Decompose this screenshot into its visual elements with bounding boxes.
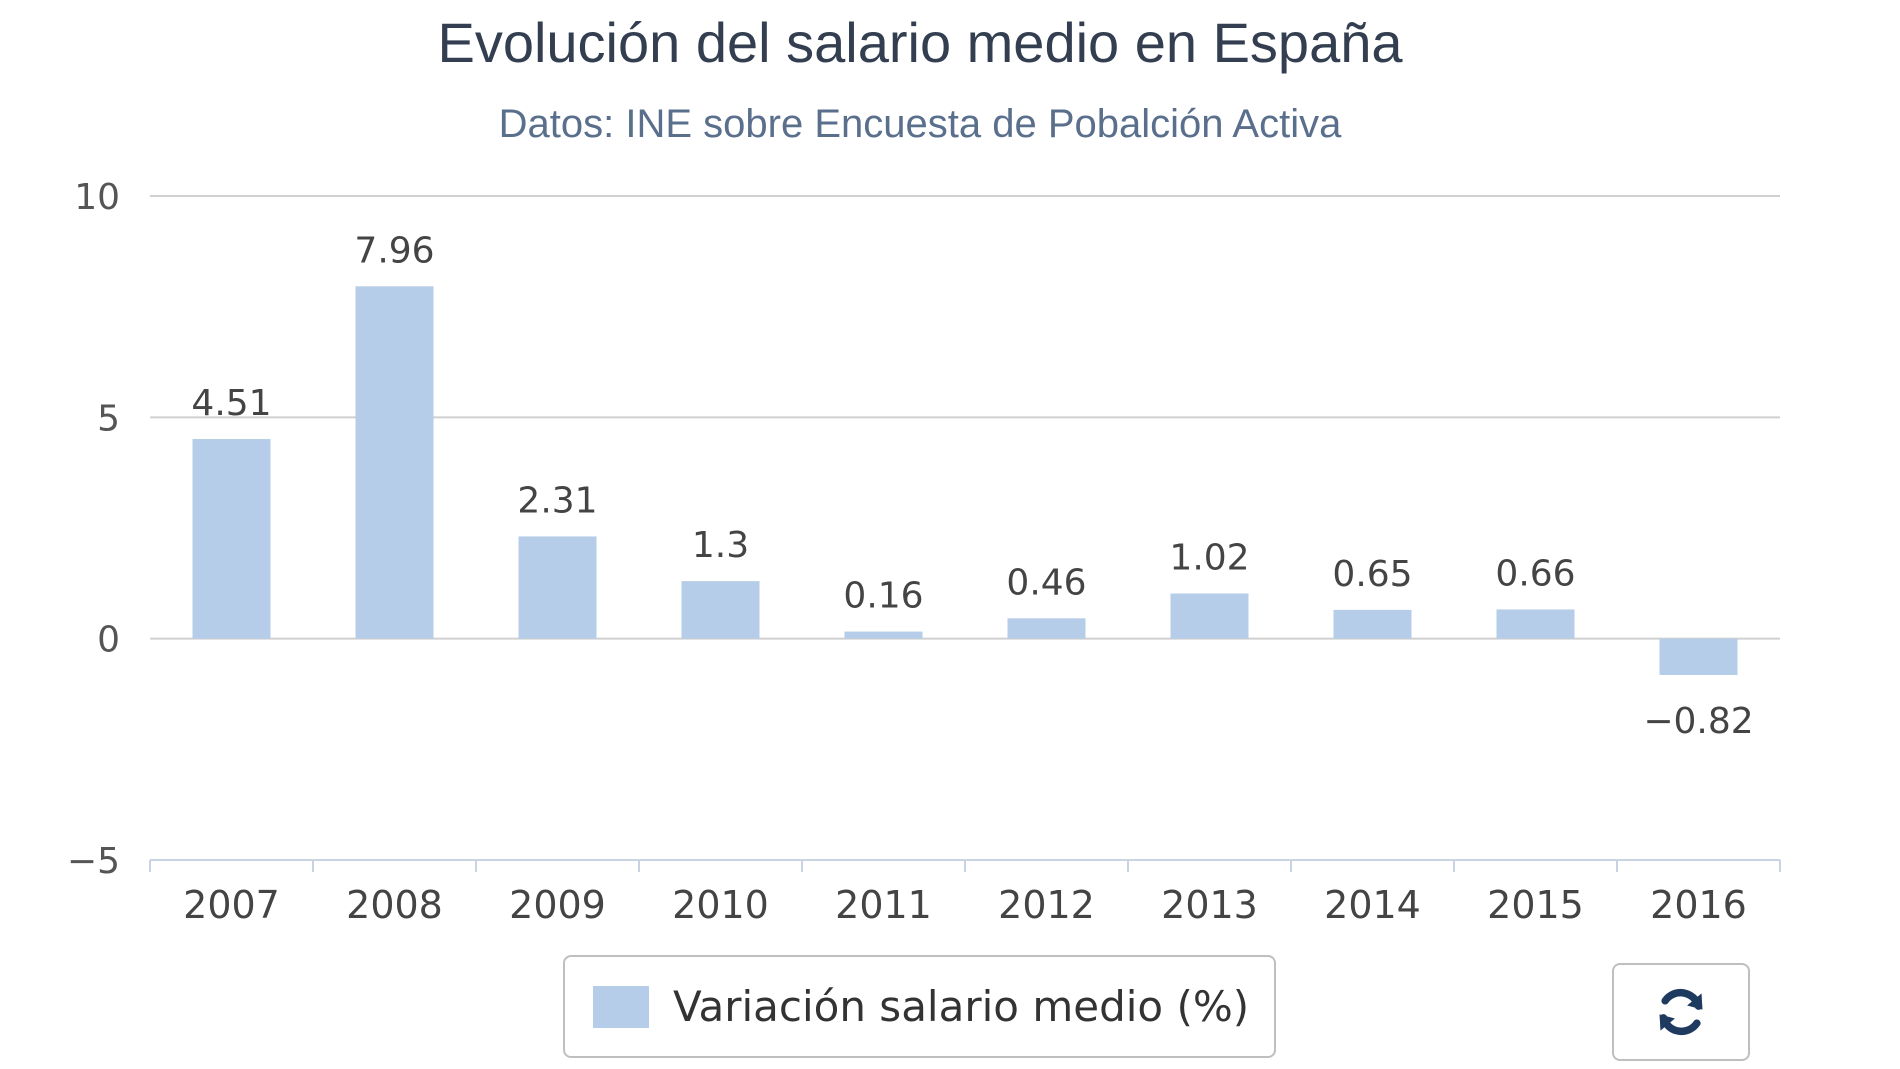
x-tick-label: 2016 (1650, 883, 1747, 927)
x-tick-label: 2013 (1161, 883, 1258, 927)
bar (1496, 609, 1575, 639)
x-tick-label: 2010 (672, 883, 769, 927)
data-label: 0.65 (1332, 554, 1412, 595)
refresh-icon (1659, 988, 1703, 1036)
bar (681, 581, 760, 639)
legend[interactable]: Variación salario medio (%) (563, 955, 1276, 1058)
data-label: −0.82 (1643, 701, 1753, 742)
refresh-button[interactable] (1612, 963, 1750, 1061)
legend-swatch (593, 985, 649, 1028)
y-tick-label: 5 (97, 398, 120, 439)
chart-subtitle: Datos: INE sobre Encuesta de Pobalción A… (498, 102, 1342, 146)
data-label: 0.46 (1006, 562, 1086, 603)
y-tick-label: 0 (97, 620, 120, 661)
data-label: 4.51 (191, 383, 271, 424)
bar (844, 631, 923, 639)
data-label: 7.96 (354, 230, 434, 271)
bar (355, 286, 434, 639)
x-tick-label: 2011 (835, 883, 932, 927)
x-tick-label: 2008 (346, 883, 443, 927)
bar (1170, 593, 1249, 639)
data-label: 0.66 (1495, 553, 1575, 594)
bar (1659, 638, 1738, 675)
x-tick-label: 2012 (998, 883, 1095, 927)
data-label: 0.16 (843, 576, 923, 617)
x-tick-label: 2015 (1487, 883, 1584, 927)
x-tick-label: 2007 (183, 883, 280, 927)
data-label: 2.31 (517, 480, 597, 521)
x-tick-label: 2009 (509, 883, 606, 927)
chart-plot: 10 5 0 −5 4.51 2007 7.96 2008 2.31 2009 1.3 2010 0.1… (67, 177, 1781, 927)
chart-title: Evolución del salario medio en España (437, 11, 1403, 74)
y-tick-label: 10 (74, 177, 120, 218)
bar (192, 439, 271, 639)
data-label: 1.3 (692, 525, 749, 566)
bar (1333, 609, 1412, 639)
x-tick-label: 2014 (1324, 883, 1421, 927)
bar (518, 536, 597, 639)
bar (1007, 618, 1086, 639)
data-label: 1.02 (1169, 538, 1249, 579)
legend-label: Variación salario medio (%) (673, 982, 1250, 1031)
y-tick-label: −5 (67, 841, 120, 882)
